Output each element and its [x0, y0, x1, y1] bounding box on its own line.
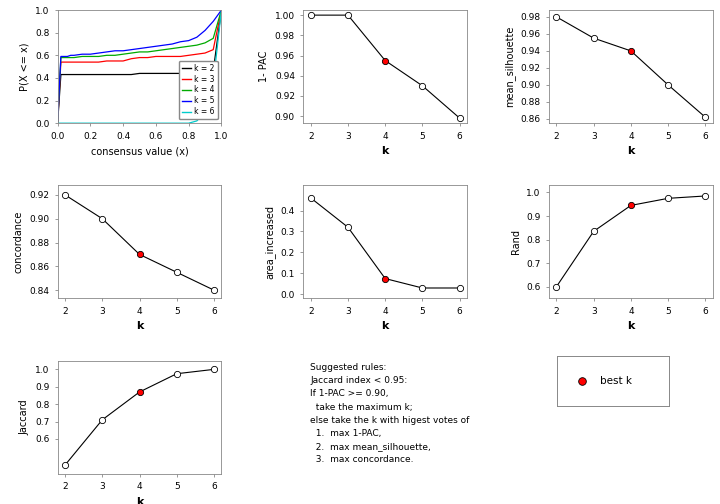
Y-axis label: mean_silhouette: mean_silhouette: [504, 26, 515, 107]
Y-axis label: concordance: concordance: [14, 211, 24, 273]
Y-axis label: area_increased: area_increased: [264, 205, 275, 279]
Y-axis label: P(X <= x): P(X <= x): [19, 42, 30, 91]
Y-axis label: Jaccard: Jaccard: [19, 399, 30, 435]
X-axis label: k: k: [627, 322, 634, 331]
Legend: k = 2, k = 3, k = 4, k = 5, k = 6: k = 2, k = 3, k = 4, k = 5, k = 6: [179, 60, 217, 119]
X-axis label: k: k: [627, 146, 634, 156]
X-axis label: consensus value (x): consensus value (x): [91, 146, 189, 156]
Text: best k: best k: [600, 375, 631, 386]
Y-axis label: Rand: Rand: [510, 229, 521, 255]
X-axis label: k: k: [136, 496, 143, 504]
X-axis label: k: k: [382, 322, 389, 331]
Y-axis label: 1- PAC: 1- PAC: [259, 51, 269, 82]
X-axis label: k: k: [136, 322, 143, 331]
X-axis label: k: k: [382, 146, 389, 156]
Text: Suggested rules:
Jaccard index < 0.95:
If 1-PAC >= 0.90,
  take the maximum k;
e: Suggested rules: Jaccard index < 0.95: I…: [310, 363, 470, 464]
